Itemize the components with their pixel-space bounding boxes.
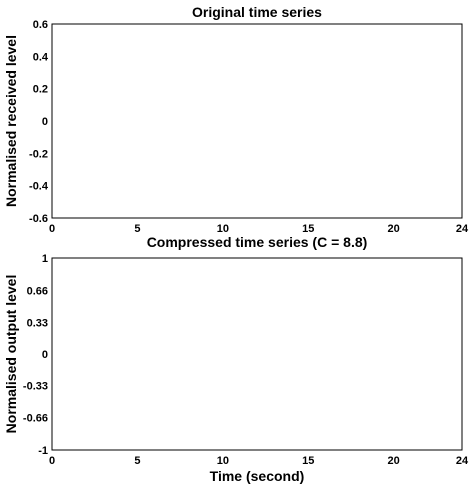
x-tick-label: 24 <box>456 455 469 467</box>
plot-frame <box>51 257 463 451</box>
y-tick-label: -0.2 <box>29 148 48 160</box>
y-tick-label: -1 <box>38 445 48 457</box>
chart-title: Original time series <box>192 4 322 20</box>
y-tick-label: 0.33 <box>27 317 48 329</box>
top-chart-panel: Original time series Normalised received… <box>3 4 469 235</box>
chart-title: Compressed time series (C = 8.8) <box>147 234 368 250</box>
x-tick-label: 5 <box>134 455 140 467</box>
y-tick-label: 0 <box>42 116 48 128</box>
y-tick-label: -0.66 <box>23 412 48 424</box>
x-axis-label: Time (second) <box>210 468 305 484</box>
y-tick-label: -0.4 <box>29 181 49 193</box>
y-tick-label: 0.6 <box>33 19 48 31</box>
x-tick-label: 15 <box>302 223 314 235</box>
y-tick-label: 0.4 <box>33 51 49 63</box>
x-tick-label: 0 <box>49 223 55 235</box>
x-tick-label: 0 <box>49 455 55 467</box>
y-tick-label: 1 <box>42 253 48 265</box>
plot-frame <box>51 23 463 219</box>
x-tick-label: 20 <box>388 223 400 235</box>
x-tick-label: 15 <box>302 455 314 467</box>
y-tick-label: -0.33 <box>23 381 48 393</box>
x-tick-label: 5 <box>134 223 140 235</box>
y-tick-label: 0 <box>42 349 48 361</box>
y-tick-label: 0.2 <box>33 84 48 96</box>
y-tick-label: 0.66 <box>27 286 48 298</box>
x-tick-label: 10 <box>217 223 229 235</box>
x-tick-label: 10 <box>217 455 229 467</box>
bottom-chart-panel: Compressed time series (C = 8.8) Normali… <box>3 234 469 484</box>
x-tick-label: 24 <box>456 223 469 235</box>
y-axis-label: Normalised received level <box>3 35 19 207</box>
x-tick-label: 20 <box>388 455 400 467</box>
y-axis-label: Normalised output level <box>3 275 19 434</box>
y-tick-label: -0.6 <box>29 213 48 225</box>
